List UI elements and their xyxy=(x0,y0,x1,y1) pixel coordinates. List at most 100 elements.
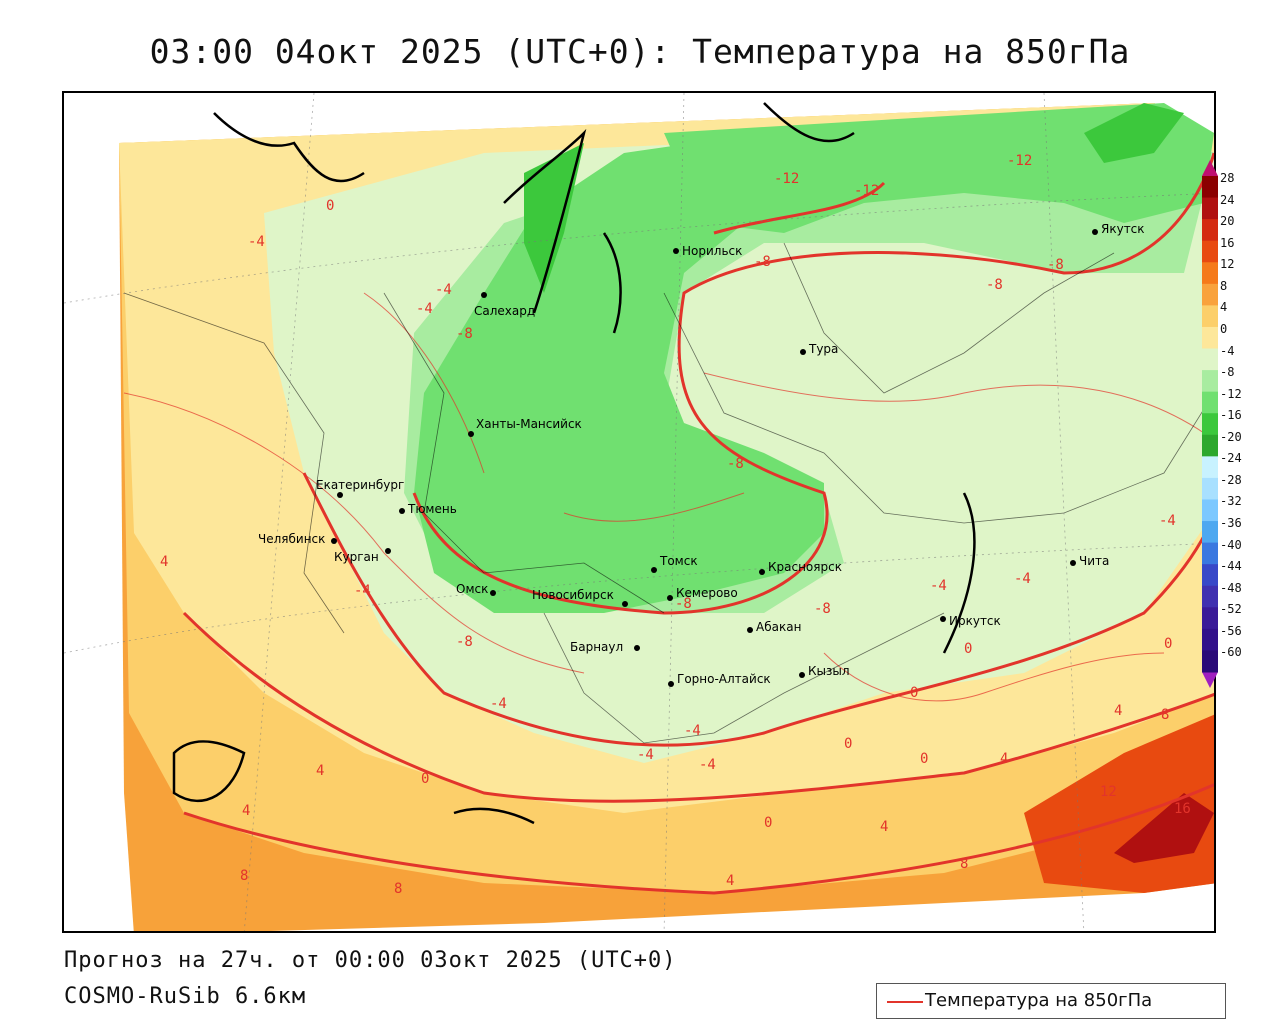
colorbar-tick-label: -4 xyxy=(1220,343,1235,358)
svg-text:Норильск: Норильск xyxy=(682,244,742,258)
svg-text:Кызыл: Кызыл xyxy=(808,664,850,678)
colorbar-tick-label: -24 xyxy=(1220,451,1242,466)
iso-label: 4 xyxy=(1000,751,1008,767)
colorbar-tick-label: -12 xyxy=(1220,386,1242,401)
colorbar-tick-label: -40 xyxy=(1220,537,1242,552)
cities: Салехард Норильск Якутск Тура Ханты-Манс… xyxy=(258,222,1145,687)
iso-label: 0 xyxy=(421,771,429,787)
iso-label: 0 xyxy=(1164,636,1172,652)
admin-borders xyxy=(123,242,1214,744)
city-gorno-altaysk: Горно-Алтайск xyxy=(668,672,771,687)
iso-label: 8 xyxy=(960,856,968,872)
iso-label: -8 xyxy=(727,456,744,472)
colorbar-swatch xyxy=(1202,176,1218,199)
iso-label: -4 xyxy=(490,696,507,712)
city-kyzyl: Кызыл xyxy=(799,664,850,678)
city-norilsk: Норильск xyxy=(673,244,742,258)
colorbar-swatch xyxy=(1202,326,1218,350)
iso-label: -4 xyxy=(354,583,371,599)
iso-label: -4 xyxy=(699,757,716,773)
iso-label: -4 xyxy=(637,747,654,763)
zone-minus16b xyxy=(524,143,584,293)
city-tura: Тура xyxy=(800,342,838,356)
svg-text:Чита: Чита xyxy=(1079,554,1109,568)
graticule xyxy=(64,93,1214,931)
model-name: COSMO-RuSib 6.6км xyxy=(64,984,307,1009)
colorbar-swatch xyxy=(1202,370,1218,393)
iso-label: 0 xyxy=(844,736,852,752)
iso-label: 4 xyxy=(1114,703,1122,719)
iso-label: 8 xyxy=(394,881,402,897)
zone-minus16 xyxy=(1084,103,1184,163)
svg-text:Салехард: Салехард xyxy=(474,304,535,318)
colorbar-swatch xyxy=(1202,585,1218,608)
colorbar-bottom-arrow xyxy=(1202,672,1218,688)
iso-label: -12 xyxy=(774,171,799,187)
legend-label: Температура на 850гПа xyxy=(925,990,1153,1011)
city-chita: Чита xyxy=(1070,554,1109,568)
colorbar-swatch xyxy=(1202,262,1218,285)
svg-text:Тура: Тура xyxy=(808,342,838,356)
isotherm-lines xyxy=(182,152,1214,895)
city-novosibirsk: Новосибирск xyxy=(532,588,628,607)
colorbar-tick-label: -28 xyxy=(1220,472,1242,487)
zone-minus12-north xyxy=(664,103,1214,233)
legend: Температура на 850гПа xyxy=(876,983,1226,1019)
zone-16 xyxy=(1114,793,1214,863)
colorbar-swatch xyxy=(1202,305,1218,328)
isotherm-thin-lines xyxy=(123,292,1205,702)
city-khanty-mansiysk: Ханты-Мансийск xyxy=(468,417,582,437)
svg-text:Томск: Томск xyxy=(659,554,698,568)
iso-label: -4 xyxy=(684,723,701,739)
svg-text:Горно-Алтайск: Горно-Алтайск xyxy=(677,672,771,686)
iso-label: 8 xyxy=(240,868,248,884)
colorbar-swatch xyxy=(1202,240,1218,263)
city-omsk: Омск xyxy=(456,582,496,596)
iso-label: 12 xyxy=(1100,784,1117,800)
city-salekhard: Салехард xyxy=(474,292,535,318)
legend-line-swatch xyxy=(887,1001,923,1003)
colorbar-swatch xyxy=(1202,413,1218,436)
iso-label: 4 xyxy=(242,803,250,819)
iso-label: -8 xyxy=(456,634,473,650)
colorbar-tick-label: -20 xyxy=(1220,429,1242,444)
city-krasnoyarsk: Красноярск xyxy=(759,560,842,575)
city-barnaul: Барнаул xyxy=(570,640,640,654)
svg-text:Омск: Омск xyxy=(456,582,488,596)
iso-label: -12 xyxy=(1007,153,1032,169)
chart-title: 03:00 04окт 2025 (UTC+0): Температура на… xyxy=(149,32,1131,71)
iso-label: -8 xyxy=(456,326,473,342)
iso-label: 0 xyxy=(920,751,928,767)
iso-label: -4 xyxy=(930,578,947,594)
iso-label: -8 xyxy=(754,254,771,270)
colorbar-swatch xyxy=(1202,650,1218,673)
colorbar-tick-label: -32 xyxy=(1220,494,1242,509)
colorbar-tick-label: 28 xyxy=(1220,171,1235,185)
iso-label: 4 xyxy=(160,554,168,570)
iso-label: 0 xyxy=(326,198,334,214)
iso-label: -8 xyxy=(675,596,692,612)
city-kurgan: Курган xyxy=(334,548,391,564)
colorbar-tick-label: -44 xyxy=(1220,559,1242,574)
colorbar-swatch xyxy=(1202,348,1218,371)
iso-label: -4 xyxy=(416,301,433,317)
colorbar-swatch xyxy=(1202,456,1218,479)
colorbar-tick-label: 20 xyxy=(1220,214,1235,229)
colorbar-swatch xyxy=(1202,197,1218,220)
colorbar-tick-label: -48 xyxy=(1220,580,1242,595)
map-area[interactable]: Салехард Норильск Якутск Тура Ханты-Манс… xyxy=(62,91,1216,933)
colorbar-tick-label: 0 xyxy=(1220,321,1228,336)
iso-label: -8 xyxy=(1047,257,1064,273)
colorbar-swatch xyxy=(1202,391,1218,414)
colorbar-swatch xyxy=(1202,434,1218,457)
svg-text:Челябинск: Челябинск xyxy=(258,532,325,546)
colorbar-tick-label: -36 xyxy=(1220,516,1242,531)
colorbar-swatch xyxy=(1202,521,1218,544)
svg-text:Курган: Курган xyxy=(334,550,379,564)
colorbar-swatch xyxy=(1202,564,1218,587)
svg-text:Абакан: Абакан xyxy=(756,620,801,634)
svg-text:Красноярск: Красноярск xyxy=(768,560,842,574)
city-tyumen: Тюмень xyxy=(399,502,457,516)
svg-text:Новосибирск: Новосибирск xyxy=(532,588,614,602)
iso-label: 8 xyxy=(1161,707,1169,723)
